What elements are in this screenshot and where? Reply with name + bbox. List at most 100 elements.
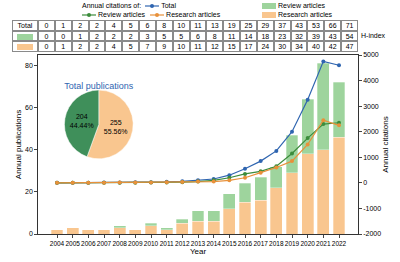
html-text:53: 53: [312, 22, 320, 29]
html-text:54: 54: [345, 32, 354, 40]
html-text:10: 10: [177, 22, 185, 29]
html-text:4: 4: [111, 43, 116, 50]
svg-text:2005: 2005: [65, 240, 80, 247]
html-text:11: 11: [194, 43, 202, 50]
svg-text:0: 0: [29, 230, 33, 237]
html-text:Total: Total: [161, 2, 176, 9]
html-text:H-index: H-index: [361, 32, 386, 40]
html-text:5: 5: [179, 32, 184, 40]
svg-text:2012: 2012: [175, 240, 190, 247]
svg-text:-2000: -2000: [363, 230, 381, 237]
html-text:0: 0: [44, 32, 49, 40]
html-text:40: 40: [312, 43, 320, 50]
svg-text:2021: 2021: [316, 240, 331, 247]
html-text:30: 30: [278, 43, 287, 50]
html-text:25: 25: [244, 22, 253, 29]
svg-text:2009: 2009: [128, 240, 143, 247]
html-text:1: 1: [61, 22, 66, 29]
html-text:1: 1: [78, 32, 82, 40]
html-text:14: 14: [244, 32, 253, 40]
svg-text:5000: 5000: [363, 51, 379, 58]
html-text:8: 8: [162, 22, 167, 29]
svg-text:3000: 3000: [363, 103, 379, 110]
html-text:34: 34: [295, 43, 303, 50]
html-text:8: 8: [212, 32, 217, 40]
html-text:5: 5: [128, 43, 133, 50]
svg-text:2008: 2008: [112, 240, 127, 247]
html-text:Research articles: Research articles: [166, 11, 221, 18]
svg-text:2020: 2020: [300, 240, 315, 247]
svg-text:2010: 2010: [144, 240, 159, 247]
html-text:2: 2: [95, 32, 99, 40]
html-text:Review articles: Review articles: [98, 11, 146, 18]
html-text:11: 11: [228, 32, 236, 40]
svg-text:Annual citations: Annual citations: [381, 116, 390, 172]
svg-text:2015: 2015: [222, 240, 237, 247]
html-text:43: 43: [328, 32, 337, 40]
html-text:43: 43: [295, 22, 303, 29]
html-text:9: 9: [162, 43, 167, 50]
svg-text:1000: 1000: [363, 154, 379, 161]
html-text:10: 10: [177, 43, 185, 50]
svg-text:2011: 2011: [160, 240, 174, 247]
html-text:18: 18: [261, 32, 270, 40]
svg-text:2018: 2018: [269, 240, 284, 247]
svg-text:40: 40: [25, 146, 33, 153]
html-text:2: 2: [128, 32, 133, 40]
html-text:29: 29: [261, 22, 270, 29]
html-text:12: 12: [210, 43, 219, 50]
html-text:23: 23: [278, 32, 287, 40]
html-text:Annual citations of:: Annual citations of:: [82, 2, 142, 9]
svg-text:2013: 2013: [191, 240, 206, 247]
svg-text:Annual publications: Annual publications: [14, 110, 23, 179]
svg-text:25555.56%: 25555.56%: [104, 119, 128, 135]
html-text:19: 19: [227, 22, 236, 29]
html-text:71: 71: [345, 22, 354, 29]
svg-text:20444.44%: 20444.44%: [70, 113, 94, 129]
html-text:39: 39: [312, 32, 320, 40]
svg-text:2014: 2014: [206, 240, 221, 247]
html-text:3: 3: [145, 32, 150, 40]
svg-text:-1000: -1000: [363, 205, 381, 212]
svg-text:4000: 4000: [363, 77, 379, 84]
html-text:13: 13: [210, 22, 219, 29]
svg-text:0: 0: [363, 179, 367, 186]
html-text:Total: Total: [17, 22, 33, 29]
html-text:2: 2: [95, 22, 99, 29]
html-text:11: 11: [194, 22, 202, 29]
svg-text:80: 80: [25, 62, 33, 69]
html-text:17: 17: [244, 43, 253, 50]
svg-text:Total publications: Total publications: [64, 81, 134, 91]
html-text:6: 6: [145, 22, 150, 29]
svg-text:2004: 2004: [50, 240, 65, 247]
html-text:47: 47: [345, 43, 354, 50]
html-text:42: 42: [328, 43, 337, 50]
html-text:0: 0: [44, 43, 49, 50]
svg-text:20: 20: [25, 188, 33, 195]
svg-text:2007: 2007: [97, 240, 112, 247]
svg-text:60: 60: [25, 104, 33, 111]
html-text:5: 5: [128, 22, 133, 29]
html-text:2: 2: [78, 22, 82, 29]
html-text:24: 24: [261, 43, 270, 50]
html-text:15: 15: [227, 43, 236, 50]
svg-text:2006: 2006: [81, 240, 96, 247]
html-text:37: 37: [278, 22, 287, 29]
svg-text:2000: 2000: [363, 128, 379, 135]
svg-text:2019: 2019: [285, 240, 300, 247]
html-text:1: 1: [61, 43, 66, 50]
html-text:66: 66: [328, 22, 337, 29]
html-text:4: 4: [111, 22, 116, 29]
svg-text:2017: 2017: [253, 240, 268, 247]
html-text:0: 0: [44, 22, 49, 29]
html-text:32: 32: [295, 32, 303, 40]
html-text:Research articles: Research articles: [278, 11, 333, 18]
html-text:2: 2: [111, 32, 116, 40]
html-text:0: 0: [61, 32, 66, 40]
svg-text:2022: 2022: [332, 240, 347, 247]
html-text:Review articles: Review articles: [278, 2, 326, 9]
svg-text:2016: 2016: [238, 240, 253, 247]
html-text:5: 5: [162, 32, 167, 40]
svg-text:Year: Year: [190, 247, 207, 256]
html-text:7: 7: [145, 43, 150, 50]
